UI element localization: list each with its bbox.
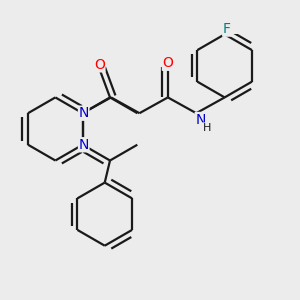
Text: H: H: [202, 123, 211, 133]
Text: O: O: [162, 56, 173, 70]
Text: N: N: [79, 106, 89, 120]
Text: N: N: [195, 112, 206, 127]
Text: N: N: [79, 138, 89, 152]
Text: O: O: [94, 58, 105, 72]
Text: F: F: [223, 22, 231, 36]
